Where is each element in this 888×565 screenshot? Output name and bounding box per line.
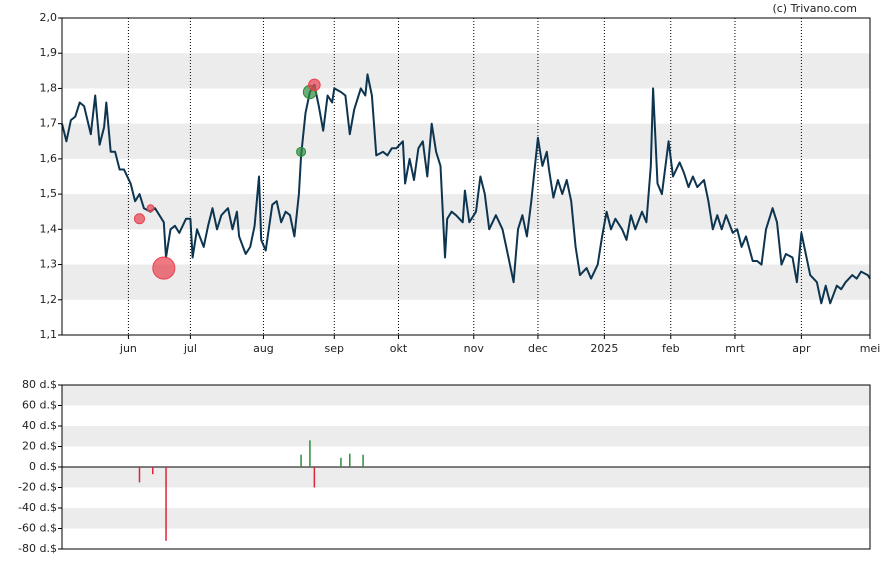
y-tick-label: -20 d.$	[18, 481, 57, 494]
y-tick-label: 1,2	[40, 293, 58, 306]
y-tick-label: -40 d.$	[18, 501, 57, 514]
y-tick-label: 1,8	[40, 81, 58, 94]
trade-marker	[146, 204, 155, 213]
x-tick-label: mei	[860, 342, 881, 355]
plot-frame	[61, 384, 871, 550]
y-tick-label: 1,3	[40, 258, 58, 271]
x-tick-label: dec	[528, 342, 548, 355]
y-tick-label: 1,4	[40, 222, 58, 235]
price-line	[61, 73, 871, 305]
x-tick-label: feb	[662, 342, 680, 355]
x-tick-label: nov	[464, 342, 485, 355]
x-tick-label: aug	[253, 342, 274, 355]
plot-frame	[61, 17, 871, 336]
x-tick-label: jul	[183, 342, 197, 355]
grid-band	[62, 264, 870, 300]
grid-band	[62, 508, 870, 529]
trade-marker	[308, 78, 321, 92]
credit: (c) Trivano.com	[772, 2, 857, 15]
y-tick-label: 60 d.$	[22, 399, 57, 412]
x-tick-label: sep	[325, 342, 344, 355]
x-tick-label: apr	[792, 342, 811, 355]
x-tick-label: 2025	[590, 342, 618, 355]
y-tick-label: 1,6	[40, 152, 58, 165]
trade-marker	[152, 256, 176, 280]
grid-band	[62, 123, 870, 159]
grid-band	[62, 53, 870, 89]
grid-band	[62, 426, 870, 447]
trade-marker	[296, 146, 307, 157]
grid-band	[62, 467, 870, 488]
y-tick-label: 2,0	[40, 11, 58, 24]
y-tick-label: -60 d.$	[18, 522, 57, 535]
y-tick-label: 1,7	[40, 117, 58, 130]
trade-marker	[133, 213, 146, 225]
y-tick-label: 40 d.$	[22, 419, 57, 432]
y-tick-label: 80 d.$	[22, 378, 57, 391]
y-tick-label: 1,5	[40, 187, 58, 200]
y-tick-label: 1,9	[40, 46, 58, 59]
x-tick-label: okt	[390, 342, 408, 355]
x-tick-label: jun	[119, 342, 137, 355]
x-tick-label: mrt	[725, 342, 745, 355]
grid-band	[62, 385, 870, 406]
y-tick-label: 0 d.$	[29, 460, 57, 473]
y-tick-label: 20 d.$	[22, 440, 57, 453]
y-tick-label: -80 d.$	[18, 542, 57, 555]
y-tick-label: 1,1	[40, 328, 58, 341]
